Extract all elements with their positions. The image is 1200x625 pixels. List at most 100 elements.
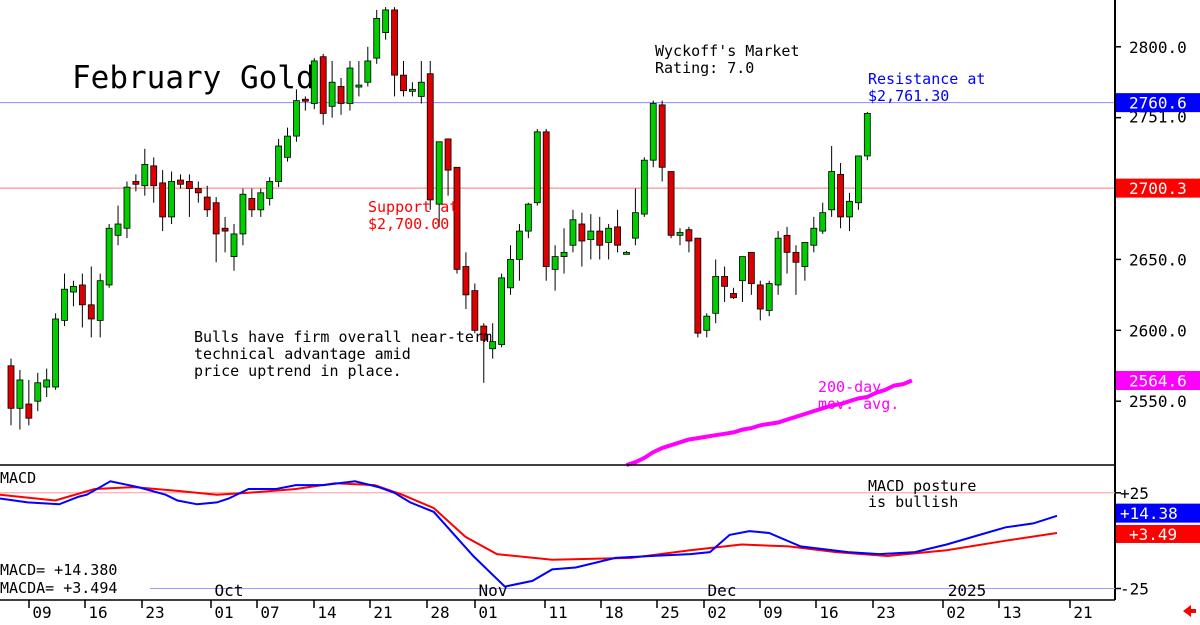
candle-body: [168, 181, 175, 218]
candle-body: [489, 341, 497, 350]
candle: [596, 216, 604, 260]
candle-body: [846, 200, 853, 218]
candle: [498, 273, 506, 348]
candle-body: [212, 202, 220, 235]
candle-body: [819, 212, 827, 232]
candle: [765, 280, 773, 317]
macd-axis-ticks: +25 -25: [1115, 484, 1149, 599]
date-tick-label: 18: [604, 603, 623, 622]
scroll-arrow-icon[interactable]: [1183, 605, 1196, 617]
candle: [355, 60, 363, 97]
macd-readout-background: [0, 560, 150, 600]
candle-body: [667, 171, 675, 236]
candle: [400, 60, 407, 97]
candle: [730, 287, 737, 300]
candle-body: [756, 284, 764, 310]
candle: [676, 228, 684, 246]
macd-readout-line-1: MACD= +14.380: [0, 561, 117, 579]
candle-body: [623, 251, 630, 255]
moving-average-line: [625, 378, 913, 467]
date-axis-ticks: 09 16 23 01 07 14 21 28 01 11 18 25 02 09 16 23 02 13 21: [28, 600, 1093, 622]
candle-body: [676, 232, 684, 236]
candle-body: [435, 141, 443, 205]
price-tick-label: 2650.0: [1129, 250, 1187, 269]
candle-body: [426, 73, 434, 201]
candle: [248, 188, 256, 217]
candle-body: [328, 81, 336, 107]
date-tick-label: 09: [32, 603, 51, 622]
bulls-note-line-3: price uptrend in place.: [194, 362, 402, 380]
macd-readout-line-2: MACDA= +3.494: [0, 579, 117, 597]
date-tick-label: 23: [145, 603, 164, 622]
date-tick-label: 16: [819, 603, 838, 622]
candle: [444, 138, 452, 196]
candle: [756, 280, 764, 321]
candle-body: [266, 181, 274, 199]
candle-body: [640, 159, 648, 215]
price-tick-label: 2550.0: [1129, 392, 1187, 411]
candle-body: [194, 188, 202, 194]
candle: [792, 245, 800, 295]
candle: [266, 177, 274, 206]
candle: [453, 166, 461, 274]
candle-body: [230, 233, 238, 258]
macd-panel-title: MACD: [0, 469, 36, 487]
date-tick-label: 01: [214, 603, 233, 622]
candle: [435, 141, 443, 227]
date-tick-label: 16: [88, 603, 107, 622]
candle: [863, 111, 871, 161]
candle-body: [293, 100, 300, 137]
candle: [694, 237, 702, 338]
candle: [87, 266, 95, 338]
candle: [587, 214, 595, 260]
support-box: [1116, 178, 1200, 198]
moving-average-box-text: 2564.6: [1129, 372, 1187, 391]
candle: [391, 7, 398, 97]
candle: [542, 129, 550, 281]
candle: [747, 251, 755, 295]
candle-body: [16, 379, 24, 409]
date-tick-label: 02: [946, 603, 965, 622]
candle-body: [560, 251, 568, 258]
candle: [837, 163, 844, 229]
candle: [658, 100, 666, 182]
candle-body: [551, 256, 559, 270]
candle-body: [248, 198, 256, 211]
candle: [551, 245, 559, 291]
candle-body: [7, 365, 15, 409]
moving-average-annotation-line-1: 200-day: [818, 378, 881, 396]
candle-body: [533, 131, 541, 204]
candle-body: [400, 74, 407, 92]
candle: [7, 358, 15, 426]
candle-body: [694, 237, 702, 334]
candle: [533, 129, 541, 206]
candle: [70, 280, 77, 307]
candle-body: [221, 227, 229, 232]
rating-note-line-2: Rating: 7.0: [655, 59, 754, 77]
resistance-box: [1116, 93, 1200, 113]
month-label: 2025: [948, 581, 987, 600]
candle-body: [507, 259, 514, 289]
moving-average-price-box: 2564.6: [1116, 371, 1200, 391]
candle-body: [542, 131, 550, 267]
candle: [194, 181, 202, 203]
candle-body: [837, 173, 844, 218]
macda-box: [1116, 524, 1200, 543]
macd-line: [0, 480, 1058, 588]
candle: [489, 323, 497, 359]
candle-body: [632, 212, 639, 239]
candle: [61, 273, 68, 327]
candle: [774, 231, 782, 295]
candle-body: [177, 179, 184, 185]
candle-body: [480, 325, 488, 341]
candle-body: [70, 285, 77, 293]
date-tick-label: 13: [1002, 603, 1021, 622]
candle: [685, 226, 693, 253]
candle-body: [721, 276, 728, 287]
candle-body: [471, 290, 479, 331]
support-box-text: 2700.3: [1129, 179, 1187, 198]
moving-average-annotation: 200-day mov. avg.: [818, 378, 899, 413]
candle-body: [185, 181, 193, 189]
